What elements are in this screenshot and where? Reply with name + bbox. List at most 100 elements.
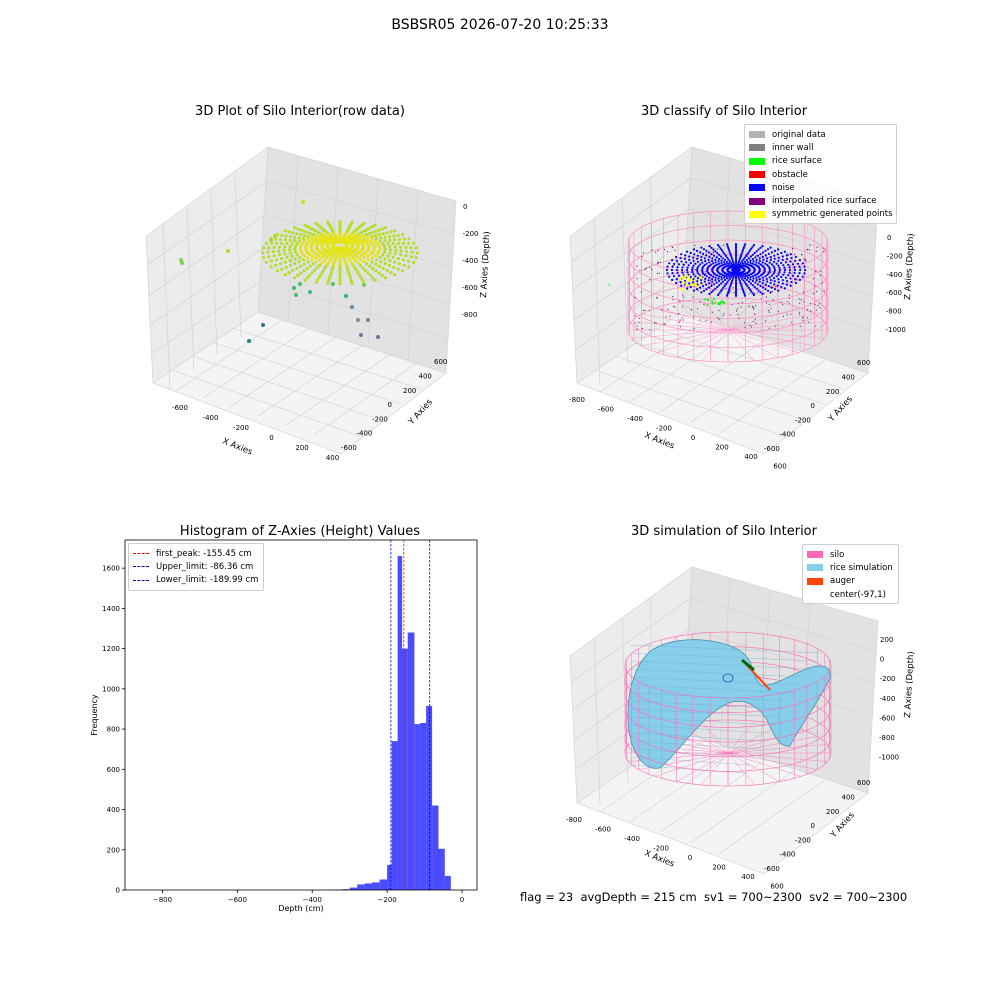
plot2-legend-label: obstacle [772,169,808,180]
plot1-point [344,262,348,266]
plot2-noise-point [694,275,697,278]
plot1-point [306,260,310,264]
plot1-point [414,256,418,260]
histogram-legend-label: Upper_limit: -86.36 cm [156,561,254,572]
plot1-point [280,241,284,245]
plot2-interpolated-point [642,252,644,254]
plot2-interpolated-point [819,270,822,272]
silo-floor-spoke [641,313,729,331]
plot1-point [385,231,389,235]
plot2-noise-point [725,243,729,246]
plot2-noise-point [723,258,727,262]
plot4-mesh-line [629,668,806,678]
plot1-point [363,228,367,233]
plot2-interpolated-point [727,244,729,246]
plot2-noise-point [705,249,708,252]
plot2-interpolated-point [782,304,784,306]
plot2-noise-point [783,266,786,269]
plot2-rice-point [607,283,611,287]
plot1-point [381,253,385,257]
plot2-interpolated-point [732,258,734,260]
plot2-noise-point [743,268,746,271]
plot2-interpolated-point [738,317,740,319]
plot1-point [314,236,318,240]
plot2-noise-point [723,253,726,256]
plot2-classified-points [607,243,825,331]
plot1-point [308,290,312,294]
plot4-auger [722,658,771,691]
plot1-point [360,278,364,282]
plot2-noise-point [712,275,715,278]
plot2-interpolated-point [754,313,756,315]
plot2-noise-point [671,278,674,281]
plot4-mesh-line [629,740,761,750]
plot1-point [385,268,389,272]
plot2-noise-point [761,273,764,276]
plot1-point [383,244,387,248]
plot1-point [398,245,403,249]
plot2-noise-point [719,247,722,250]
plot1-point [301,200,305,204]
plot2-interpolated-point [674,306,676,308]
plot2-noise-point [736,263,739,266]
plot1-point [287,248,292,252]
plot1-point [279,237,283,242]
plot1-point [277,245,282,249]
plot2-noise-point [749,282,752,285]
plot2-noise-point [755,287,758,290]
plot2-noise-point [793,266,796,269]
plot2-noise-point [701,267,704,270]
plot2-noise-point [734,283,738,286]
plot1-point [380,227,384,231]
plot2-noise-point [705,262,708,265]
plot1-point [277,249,281,253]
plot2-noise-point [705,254,708,257]
plot1-point [285,255,289,259]
plot2-noise-point [725,260,728,263]
plot1-point [349,253,353,257]
plot2-interpolated-point [718,293,720,295]
plot2-x-tick-4: 0 [691,434,695,442]
plot2-interpolated-point [749,324,751,326]
plot1-point [372,244,376,248]
plot2-noise-point [684,254,687,257]
plot4-z-tick-3: -400 [879,695,895,703]
plot2-interpolated-point [709,279,711,281]
histogram-y-tick-label: 0 [116,887,120,895]
plot2-interpolated-point [768,327,770,329]
plot4-x-tick-0: -800 [566,816,582,824]
plot2-noise-point [668,262,671,265]
plot2-noise-point [788,266,791,269]
plot4-z-tick-1: 0 [880,656,884,664]
plot1-point [368,226,372,230]
plot1-point [388,263,392,267]
plot2-noise-point [707,258,710,261]
plot1-point [329,256,333,260]
plot2-noise-point [780,251,783,255]
plot2-interpolated-point [713,252,715,254]
plot2-x-tick-labels: -800 -600 -400 -200 0 200 400 600 [569,396,787,471]
plot2-interpolated-point [772,280,774,282]
plot2-interpolated-point [765,302,768,304]
plot2-interpolated-point [649,329,651,331]
plot1-point [271,250,275,254]
plot2-legend-swatch [749,157,765,165]
plot2-noise-point [714,264,717,267]
plot1-point [338,276,342,280]
plot1-point [315,234,319,238]
plot2-symmetric-point [694,278,697,282]
plot1-point [401,258,405,262]
plot2-interpolated-point [790,273,792,275]
plot2-legend-entry: symmetric generated points [749,208,893,221]
plot1-point [314,252,319,256]
plot2-noise-point [741,248,745,251]
plot2-noise-point [700,291,703,294]
plot1-x-tick-labels: -600 -400 -200 0 200 400 [172,404,339,462]
plot1-point [354,267,358,271]
plot1-point [407,265,411,269]
plot1-point [355,255,359,259]
plot1-point [410,250,414,254]
plot1-point [321,236,325,240]
plot2-noise-point [734,254,738,257]
